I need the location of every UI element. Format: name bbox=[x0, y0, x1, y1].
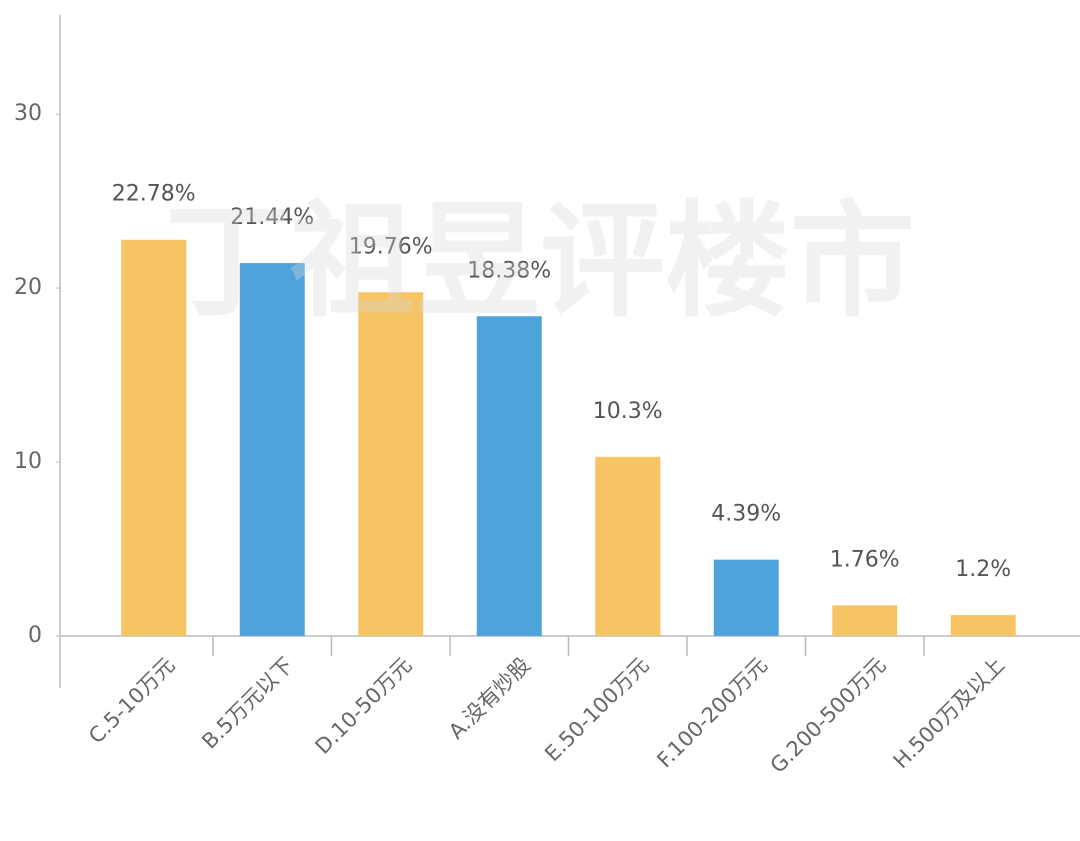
x-tick-label: E.50-100万元 bbox=[540, 653, 653, 766]
bar bbox=[950, 615, 1016, 636]
x-tick-label: H.500万及以上 bbox=[889, 653, 1009, 773]
bar bbox=[476, 316, 542, 636]
watermark: 丁祖昱评楼市 bbox=[165, 189, 915, 335]
value-label: 22.78% bbox=[112, 182, 196, 207]
bar bbox=[595, 456, 661, 636]
y-tick-label: 10 bbox=[14, 449, 42, 474]
x-tick-label: A.没有炒股 bbox=[444, 653, 535, 744]
x-tick-label: C.5-10万元 bbox=[84, 653, 179, 748]
x-tick-label: D.10-50万元 bbox=[311, 653, 417, 759]
value-label: 21.44% bbox=[230, 205, 314, 230]
value-label: 10.3% bbox=[593, 399, 663, 424]
bar bbox=[358, 292, 424, 636]
value-label: 1.76% bbox=[830, 547, 900, 572]
value-label: 19.76% bbox=[349, 234, 433, 259]
value-label: 18.38% bbox=[467, 258, 551, 283]
x-tick-label: F.100-200万元 bbox=[652, 653, 772, 773]
bar bbox=[832, 605, 898, 636]
y-tick-label: 30 bbox=[14, 101, 42, 126]
x-tick-label: G.200-500万元 bbox=[766, 653, 891, 778]
value-label: 4.39% bbox=[711, 502, 781, 527]
bar bbox=[239, 263, 305, 636]
y-tick-label: 20 bbox=[14, 275, 42, 300]
x-tick-label: B.5万元以下 bbox=[197, 653, 298, 754]
bar bbox=[713, 559, 779, 636]
bar bbox=[121, 239, 187, 636]
value-label: 1.2% bbox=[955, 557, 1011, 582]
y-tick-label: 0 bbox=[28, 623, 42, 648]
